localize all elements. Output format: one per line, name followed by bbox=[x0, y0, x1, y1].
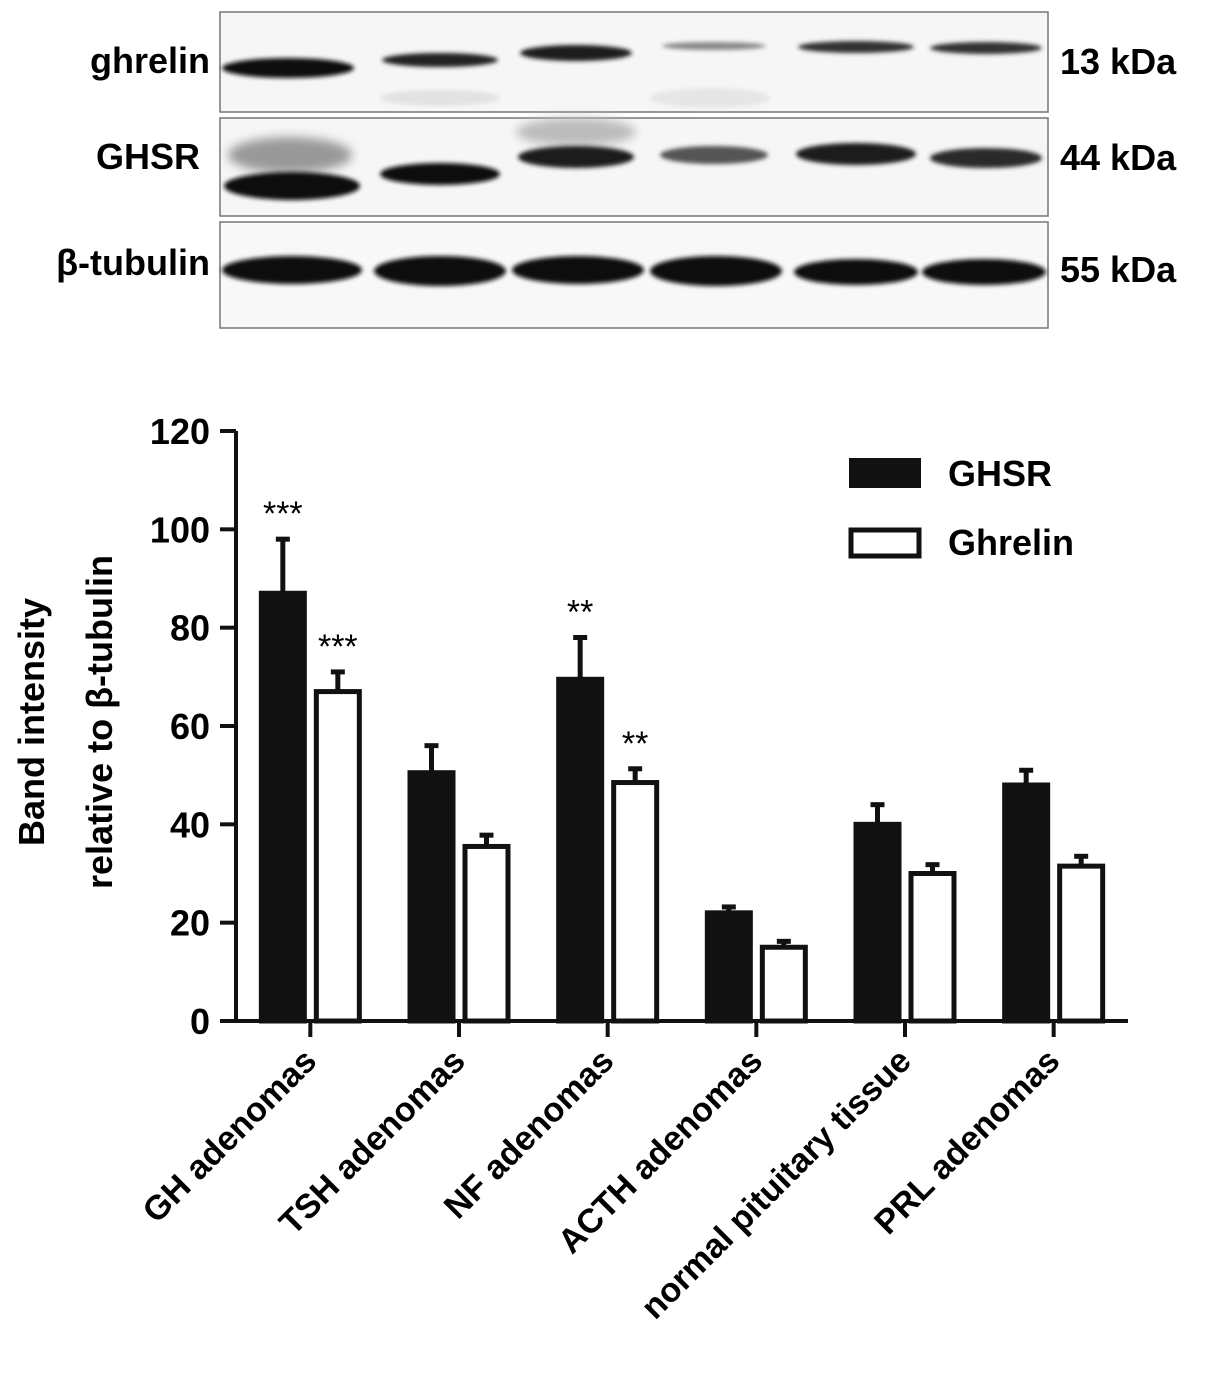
bar-ghrelin bbox=[759, 944, 808, 1024]
y-tick-label: 0 bbox=[190, 1001, 210, 1042]
significance-label-ghsr: *** bbox=[263, 495, 303, 533]
blot-band bbox=[222, 256, 362, 284]
blot-band bbox=[382, 53, 498, 67]
blot-band bbox=[794, 259, 918, 285]
y-tick-label: 120 bbox=[150, 411, 210, 452]
blot-band bbox=[796, 143, 916, 165]
y-tick-label: 40 bbox=[170, 804, 210, 845]
bar-ghrelin bbox=[1057, 863, 1106, 1024]
y-axis-label-line1: Band intensity bbox=[11, 598, 52, 846]
legend-swatch-ghsr bbox=[849, 458, 921, 488]
blot-band bbox=[660, 146, 768, 164]
blot-band bbox=[662, 42, 766, 50]
blot-band bbox=[922, 259, 1046, 285]
ghrelin-bands bbox=[222, 41, 1042, 108]
bar-ghsr bbox=[1002, 782, 1051, 1024]
legend: GHSR Ghrelin bbox=[848, 453, 1074, 563]
legend-label-ghsr: GHSR bbox=[948, 453, 1052, 494]
y-axis-label-line2: relative to β-tubulin bbox=[79, 555, 120, 889]
blot-smear bbox=[228, 137, 352, 173]
blot-smear bbox=[650, 88, 770, 108]
blot-band bbox=[374, 256, 506, 286]
bar-ghrelin bbox=[462, 843, 511, 1024]
bar-ghsr bbox=[853, 821, 902, 1024]
y-tick-label: 100 bbox=[150, 509, 210, 550]
bar-ghsr bbox=[407, 770, 456, 1024]
blot-band bbox=[224, 172, 360, 200]
significance-label-ghrelin: *** bbox=[318, 628, 358, 666]
bar-ghsr bbox=[258, 590, 307, 1024]
blot-kda-ghsr: 44 kDa bbox=[1060, 137, 1177, 178]
blot-band bbox=[930, 148, 1042, 168]
y-tick-label: 60 bbox=[170, 706, 210, 747]
blot-band bbox=[222, 58, 354, 78]
legend-swatch-ghrelin bbox=[848, 527, 922, 559]
blot-label-ghrelin: ghrelin bbox=[90, 40, 210, 81]
blot-band bbox=[650, 256, 782, 286]
blot-band bbox=[380, 163, 500, 185]
blot-label-tubulin: β-tubulin bbox=[56, 242, 210, 283]
blot-panel-ghrelin bbox=[219, 11, 1049, 113]
bar-ghrelin bbox=[908, 871, 957, 1024]
x-tick-label: normal pituitary tissue bbox=[634, 1042, 919, 1327]
significance-label-ghrelin: ** bbox=[622, 725, 648, 763]
blot-kda-tubulin: 55 kDa bbox=[1060, 249, 1177, 290]
bar-ghsr bbox=[704, 910, 753, 1024]
significance-label-ghsr: ** bbox=[567, 594, 593, 632]
bar-ghsr bbox=[556, 676, 605, 1024]
blot-label-ghsr: GHSR bbox=[96, 136, 200, 177]
blot-kda-ghrelin: 13 kDa bbox=[1060, 41, 1177, 82]
tubulin-bands bbox=[222, 256, 1046, 286]
blot-band bbox=[930, 42, 1042, 54]
blot-smear bbox=[516, 118, 636, 146]
y-tick-label: 80 bbox=[170, 608, 210, 649]
western-blot: ghrelin GHSR β-tubulin 13 kDa 44 kDa 55 … bbox=[56, 11, 1177, 329]
y-tick-label: 20 bbox=[170, 903, 210, 944]
ghsr-bands bbox=[224, 118, 1042, 200]
blot-smear bbox=[380, 90, 500, 106]
bar-ghrelin bbox=[611, 780, 660, 1024]
bars: ********** bbox=[258, 495, 1106, 1024]
legend-label-ghrelin: Ghrelin bbox=[948, 522, 1074, 563]
blot-band bbox=[518, 146, 634, 168]
blot-band bbox=[512, 256, 644, 284]
blot-band bbox=[798, 41, 914, 53]
bar-ghrelin bbox=[313, 689, 362, 1024]
blot-band bbox=[520, 45, 632, 61]
